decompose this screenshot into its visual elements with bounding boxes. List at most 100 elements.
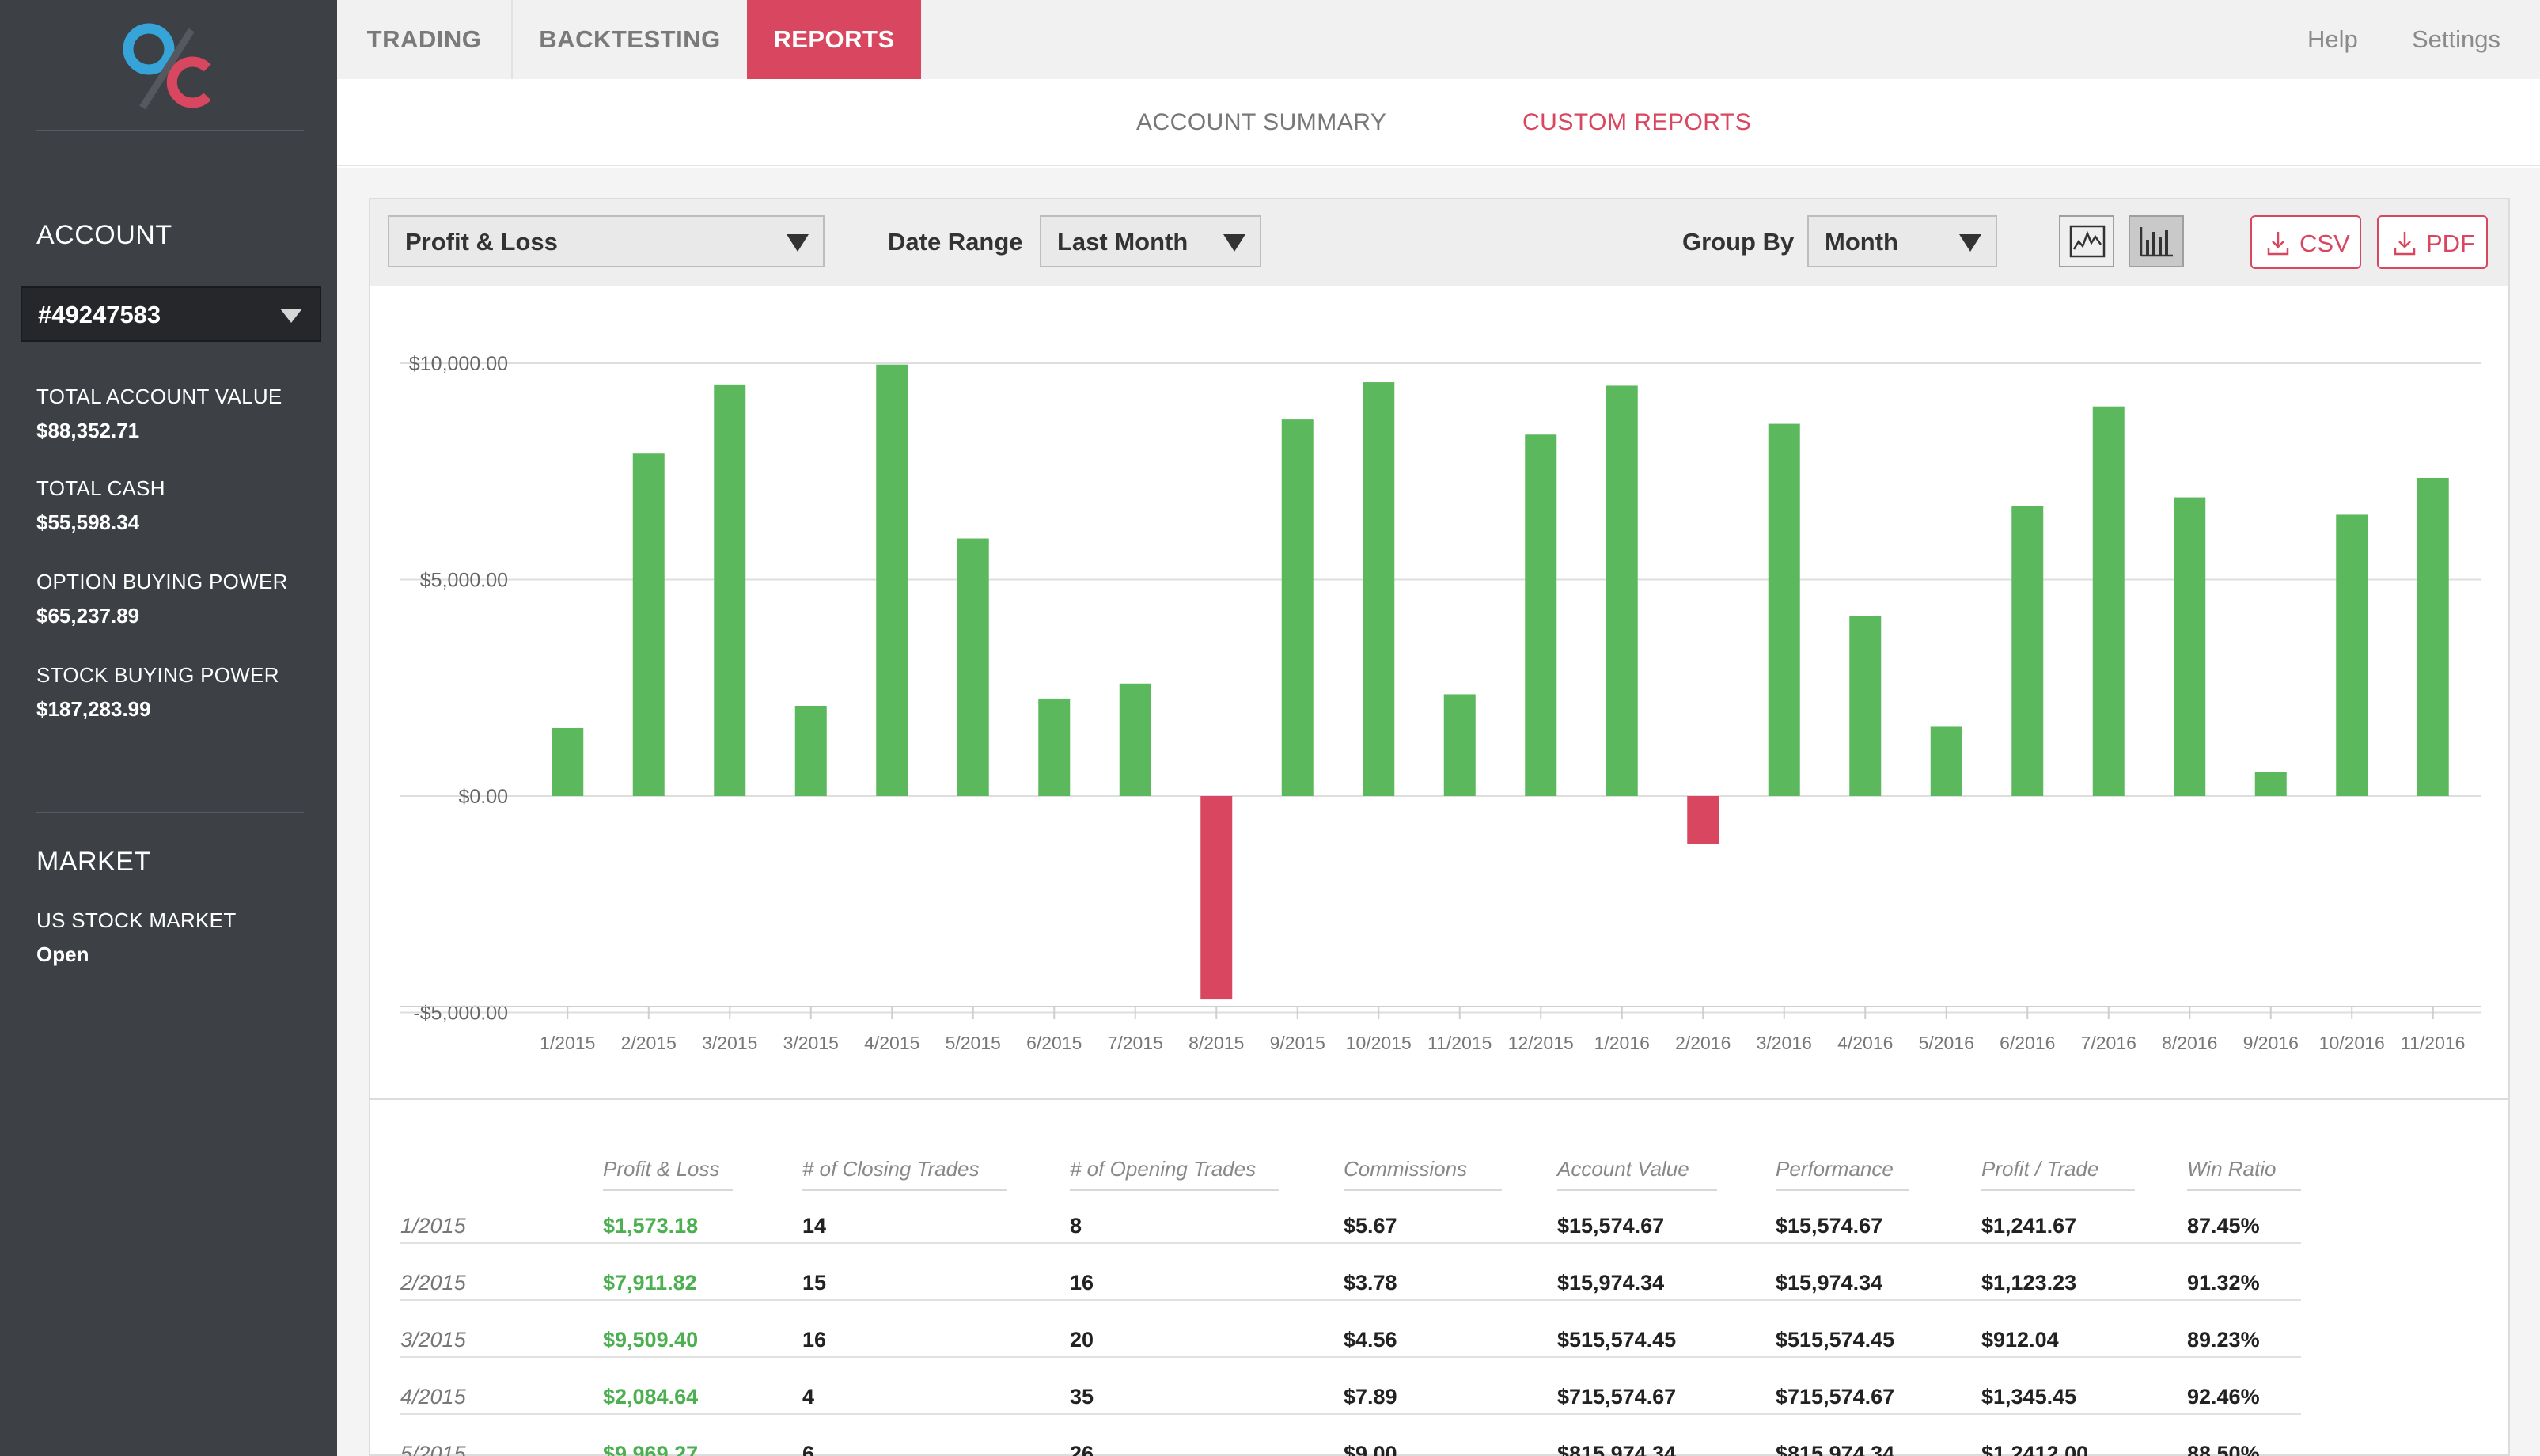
cell-opening: 8: [1070, 1214, 1082, 1238]
cell-commissions: $7.89: [1344, 1385, 1397, 1409]
caret-down-icon: [280, 309, 302, 323]
sub-nav: ACCOUNT SUMMARY CUSTOM REPORTS: [337, 79, 2540, 166]
bar: [2417, 477, 2449, 796]
stat-total-cash: TOTAL CASH $55,598.34: [36, 476, 165, 535]
stat-value: $187,283.99: [36, 697, 151, 721]
stat-label: TOTAL ACCOUNT VALUE: [36, 385, 282, 408]
tab-account-summary[interactable]: ACCOUNT SUMMARY: [1136, 109, 1387, 135]
stat-value: $88,352.71: [36, 419, 140, 442]
col-header-performance: Performance: [1776, 1157, 1909, 1191]
account-heading: ACCOUNT: [36, 220, 172, 250]
stat-total-account-value: TOTAL ACCOUNT VALUE $88,352.71: [36, 385, 282, 443]
col-header-commissions: Commissions: [1344, 1157, 1502, 1191]
cell-account-value: $15,974.34: [1557, 1271, 1665, 1295]
cell-pnl: $9,969.27: [603, 1442, 699, 1456]
x-tick-label: 7/2015: [1108, 1033, 1163, 1053]
cell-account-value: $715,574.67: [1557, 1385, 1677, 1409]
bar: [1525, 434, 1557, 796]
date-range-value: Last Month: [1057, 228, 1188, 256]
cell-period: 4/2015: [400, 1385, 466, 1409]
bar: [1281, 419, 1314, 796]
x-tick-label: 8/2016: [2162, 1033, 2217, 1053]
bar: [794, 705, 827, 796]
bar: [1200, 796, 1233, 1000]
cell-profit-trade: $1,241.67: [1981, 1214, 2077, 1238]
caret-down-icon: [1959, 234, 1981, 252]
caret-down-icon: [787, 234, 809, 252]
cell-performance: $715,574.67: [1776, 1385, 1895, 1409]
cell-period: 2/2015: [400, 1271, 466, 1295]
x-tick-label: 10/2016: [2319, 1033, 2385, 1053]
bar: [957, 538, 989, 796]
csv-export-button[interactable]: CSV: [2250, 215, 2361, 269]
date-range-select[interactable]: Last Month: [1040, 215, 1261, 267]
cell-performance: $15,974.34: [1776, 1271, 1883, 1295]
x-tick-label: 4/2016: [1837, 1033, 1893, 1053]
report-type-value: Profit & Loss: [405, 228, 558, 256]
tab-reports[interactable]: REPORTS: [747, 0, 921, 79]
caret-down-icon: [1223, 234, 1245, 252]
cell-commissions: $9.00: [1344, 1442, 1397, 1456]
stat-value: $55,598.34: [36, 510, 140, 534]
cell-pnl: $9,509.40: [603, 1328, 699, 1352]
cell-account-value: $515,574.45: [1557, 1328, 1677, 1352]
cell-performance: $515,574.45: [1776, 1328, 1895, 1352]
x-tick-label: 11/2015: [1427, 1033, 1492, 1053]
x-tick-label: 9/2015: [1270, 1033, 1325, 1053]
cell-period: 1/2015: [400, 1214, 466, 1238]
tab-trading[interactable]: TRADING: [337, 0, 513, 79]
settings-link[interactable]: Settings: [2412, 25, 2501, 53]
bar: [1363, 382, 1395, 796]
report-type-select[interactable]: Profit & Loss: [388, 215, 825, 267]
bar: [2254, 772, 2287, 796]
panel-divider: [370, 1098, 2508, 1100]
x-tick-label: 2/2016: [1675, 1033, 1731, 1053]
line-chart-icon: [2069, 225, 2106, 258]
x-tick-label: 9/2016: [2243, 1033, 2299, 1053]
report-toolbar: Profit & Loss Date Range Last Month Grou…: [370, 199, 2508, 286]
cell-win-ratio: 87.45%: [2187, 1214, 2260, 1238]
col-header-win-ratio: Win Ratio: [2187, 1157, 2301, 1191]
cell-commissions: $4.56: [1344, 1328, 1397, 1352]
cell-account-value: $15,574.67: [1557, 1214, 1665, 1238]
group-by-select[interactable]: Month: [1807, 215, 1997, 267]
pnl-bar-chart: $10,000.00 $5,000.00 $0.00 -$5,000.00 1/2015…: [400, 353, 2481, 1053]
x-tick-label: 8/2015: [1188, 1033, 1244, 1053]
pdf-export-button[interactable]: PDF: [2377, 215, 2488, 269]
cell-closing: 15: [802, 1271, 827, 1295]
cell-closing: 4: [802, 1385, 815, 1409]
bar: [1687, 796, 1719, 844]
cell-closing: 6: [802, 1442, 815, 1456]
bar: [2011, 506, 2044, 796]
market-status: US STOCK MARKET Open: [36, 908, 237, 967]
stat-label: STOCK BUYING POWER: [36, 663, 279, 687]
bar: [552, 727, 584, 796]
group-by-value: Month: [1825, 228, 1898, 256]
date-range-label: Date Range: [888, 228, 1023, 256]
col-header-opening-trades: # of Opening Trades: [1070, 1157, 1279, 1191]
x-tick-label: 3/2015: [783, 1033, 839, 1053]
stat-value: $65,237.89: [36, 604, 140, 628]
tab-backtesting[interactable]: BACKTESTING: [539, 25, 721, 53]
cell-opening: 26: [1070, 1442, 1094, 1456]
cell-pnl: $2,084.64: [603, 1385, 699, 1409]
cell-opening: 35: [1070, 1385, 1094, 1409]
cell-profit-trade: $1,2412.00: [1981, 1442, 2089, 1456]
cell-closing: 14: [802, 1214, 827, 1238]
x-tick-label: 2/2015: [621, 1033, 677, 1053]
bar: [1443, 694, 1476, 796]
table-row-divider: [400, 1242, 2301, 1244]
account-select[interactable]: #49247583: [21, 286, 321, 342]
bar: [1930, 726, 1962, 796]
cell-win-ratio: 92.46%: [2187, 1385, 2260, 1409]
help-link[interactable]: Help: [2307, 25, 2358, 53]
stat-stock-buying-power: STOCK BUYING POWER $187,283.99: [36, 663, 279, 722]
x-tick-label: 11/2016: [2401, 1033, 2465, 1053]
bar-chart-button[interactable]: [2129, 215, 2184, 267]
cell-profit-trade: $912.04: [1981, 1328, 2059, 1352]
tab-custom-reports[interactable]: CUSTOM REPORTS: [1522, 109, 1752, 135]
line-chart-button[interactable]: [2059, 215, 2114, 267]
bar: [714, 384, 746, 796]
download-icon: [2394, 232, 2416, 256]
x-tick-label: 5/2015: [946, 1033, 1001, 1053]
